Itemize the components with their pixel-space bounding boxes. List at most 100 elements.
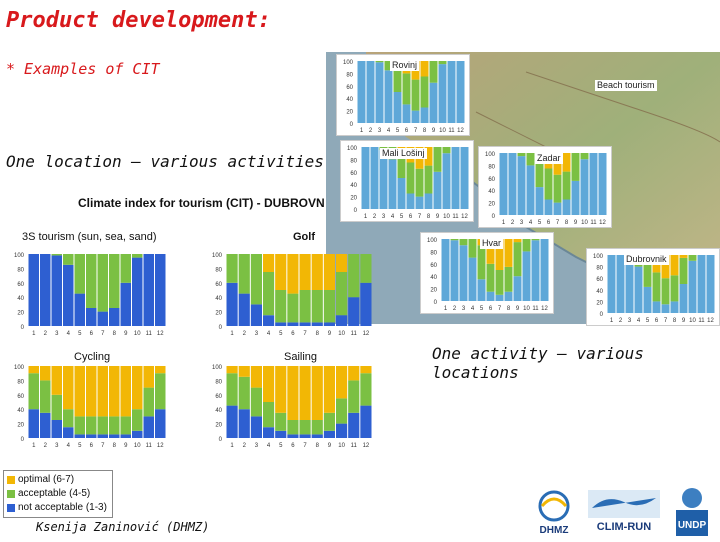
bar-segment <box>323 430 335 438</box>
bar-segment <box>486 263 495 292</box>
x-tick-label: 2 <box>44 443 48 449</box>
bar-segment <box>360 366 372 374</box>
bar-segment <box>287 434 299 438</box>
y-tick-label: 80 <box>17 267 24 273</box>
bar-segment <box>86 434 97 438</box>
bar-segment <box>402 104 411 123</box>
bar-segment <box>375 62 384 123</box>
y-tick-label: 40 <box>17 296 24 302</box>
y-tick-label: 0 <box>354 208 358 214</box>
bar-segment <box>74 254 85 294</box>
x-tick-label: 3 <box>255 443 259 449</box>
bar-segment <box>397 178 406 209</box>
undp-logo-text: UNDP <box>678 520 707 531</box>
bar-segment <box>155 409 166 438</box>
x-tick-label: 2 <box>243 443 247 449</box>
x-tick-label: 8 <box>423 128 427 134</box>
bar-segment <box>360 254 372 283</box>
bar-segment <box>311 322 323 326</box>
bar-segment <box>384 61 393 71</box>
x-tick-label: 8 <box>316 443 320 449</box>
bar-segment <box>535 156 544 188</box>
bar-segment <box>238 409 250 438</box>
bar-segment <box>250 254 262 305</box>
bar-segment <box>97 434 108 438</box>
x-tick-label: 10 <box>338 331 345 337</box>
x-tick-label: 5 <box>78 331 82 337</box>
y-tick-label: 40 <box>596 289 603 295</box>
y-tick-label: 100 <box>427 238 438 244</box>
bar-segment <box>348 366 360 381</box>
y-tick-label: 40 <box>346 97 353 103</box>
chart-label-3s-tourism: 3S tourism (sun, sea, sand) <box>22 231 157 243</box>
bar-segment <box>415 168 424 197</box>
x-tick-label: 7 <box>303 443 307 449</box>
bar-segment <box>459 239 468 246</box>
bar-segment <box>697 255 706 313</box>
x-tick-label: 11 <box>146 331 153 337</box>
y-tick-label: 80 <box>488 164 495 170</box>
x-tick-label: 9 <box>516 306 520 312</box>
bar-segment <box>661 278 670 305</box>
x-tick-label: 4 <box>267 443 271 449</box>
y-tick-label: 40 <box>430 275 437 281</box>
x-tick-label: 1 <box>32 331 36 337</box>
bar-segment <box>366 61 375 123</box>
legend-swatch-optimal <box>7 475 15 484</box>
x-tick-label: 11 <box>351 331 358 337</box>
x-tick-label: 7 <box>418 214 422 220</box>
bar-segment <box>348 254 360 298</box>
bar-segment <box>28 373 39 410</box>
x-tick-label: 8 <box>565 220 569 226</box>
x-tick-label: 4 <box>637 318 641 324</box>
bar-segment <box>616 255 625 313</box>
y-tick-label: 80 <box>346 72 353 78</box>
x-tick-label: 3 <box>55 331 59 337</box>
bar-segment <box>553 202 562 215</box>
x-tick-label: 7 <box>664 318 668 324</box>
bar-segment <box>348 412 360 438</box>
right-section-heading: One activity – various locations <box>432 344 644 382</box>
y-tick-label: 80 <box>215 379 222 385</box>
bar-segment <box>652 301 661 313</box>
bar-segment <box>238 376 250 410</box>
bar-segment <box>450 240 459 301</box>
bar-segment <box>348 297 360 326</box>
bar-segment <box>287 254 299 294</box>
bar-segment <box>143 366 154 388</box>
bar-segment <box>86 416 97 435</box>
y-tick-label: 0 <box>21 325 25 331</box>
page-subtitle: * Examples of CIT <box>6 60 160 78</box>
x-tick-label: 5 <box>646 318 650 324</box>
x-tick-label: 5 <box>480 306 484 312</box>
x-tick-label: 4 <box>267 331 271 337</box>
x-tick-label: 11 <box>452 214 459 220</box>
x-tick-label: 10 <box>581 220 588 226</box>
x-tick-label: 8 <box>316 331 320 337</box>
beach-tourism-label: Beach tourism <box>595 80 657 91</box>
bar-segment <box>226 373 238 406</box>
bar-segment <box>74 416 85 435</box>
x-tick-label: 4 <box>471 306 475 312</box>
bar-segment <box>132 366 143 410</box>
bar-segment <box>415 196 424 209</box>
bar-segment <box>336 423 348 438</box>
bar-segment <box>562 153 571 172</box>
bar-segment <box>544 168 553 200</box>
chart-golf: 0 20 40 60 80 100 1 2 3 4 5 6 7 8 9 10 11 12 <box>206 248 376 338</box>
bar-segment <box>535 187 544 215</box>
y-tick-label: 0 <box>600 312 604 318</box>
x-tick-label: 5 <box>400 214 404 220</box>
bar-segment <box>504 239 513 267</box>
clim-run-logo-text: CLIM-RUN <box>597 521 651 533</box>
bar-segment <box>429 61 438 83</box>
y-tick-label: 20 <box>346 110 353 116</box>
chart-3s-tourism: 0 20 40 60 80 100 1 2 3 4 5 6 7 8 9 10 11 12 <box>8 248 170 338</box>
y-tick-label: 80 <box>430 250 437 256</box>
bar-segment <box>51 420 62 438</box>
bar-segment <box>226 405 238 438</box>
y-tick-label: 60 <box>17 282 24 288</box>
bar-segment <box>63 427 74 438</box>
bar-segment <box>275 430 287 438</box>
